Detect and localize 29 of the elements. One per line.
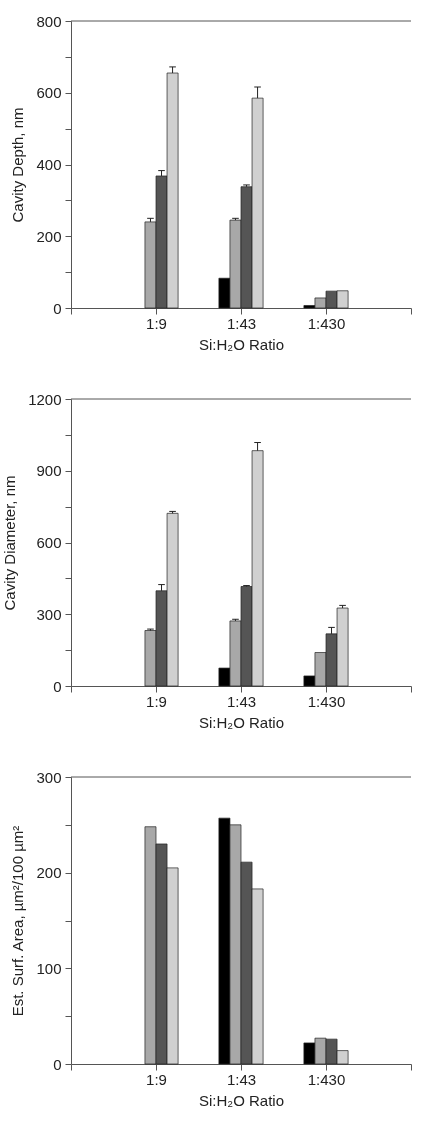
y-tick-label: 0	[53, 677, 62, 695]
y-axis-title: Cavity Depth, nm	[9, 107, 27, 223]
y-tick-label: 300	[36, 768, 62, 786]
x-tick-label: 1:9	[146, 314, 167, 332]
x-tick-label: 1:43	[226, 1070, 257, 1088]
x-tick-label: 1:430	[307, 314, 346, 332]
x-tick-label: 1:43	[226, 314, 257, 332]
y-tick-label: 600	[36, 534, 62, 551]
y-tick-label: 1200	[28, 390, 62, 408]
x-tick-label: 1:430	[307, 692, 346, 710]
x-tick-label: 1:43	[226, 692, 257, 710]
y-tick-label: 800	[36, 12, 62, 30]
y-tick-label: 0	[53, 1055, 62, 1073]
x-axis-title: Si:H₂O Ratio	[198, 1091, 285, 1109]
y-tick-label: 300	[36, 605, 62, 623]
y-tick-label: 200	[36, 864, 62, 882]
y-axis-title: Est. Surf. Area, µm²/100 µm²	[9, 825, 27, 1017]
y-tick-label: 100	[36, 959, 62, 977]
x-axis-title: Si:H₂O Ratio	[198, 713, 285, 731]
y-tick-label: 200	[36, 227, 62, 245]
x-tick-label: 1:430	[307, 1070, 346, 1088]
y-tick-label: 0	[53, 299, 62, 317]
x-tick-label: 1:9	[146, 1070, 167, 1088]
y-axis-title: Cavity Diameter, nm	[1, 475, 19, 611]
x-axis-title: Si:H₂O Ratio	[198, 335, 285, 353]
y-tick-label: 900	[36, 462, 62, 480]
x-tick-label: 1:9	[146, 692, 167, 710]
y-tick-label: 600	[36, 84, 62, 102]
y-tick-label: 400	[36, 156, 62, 173]
